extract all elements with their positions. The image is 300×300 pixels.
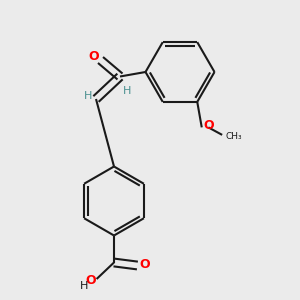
Text: H: H xyxy=(84,91,93,101)
Text: O: O xyxy=(88,50,99,64)
Text: H: H xyxy=(80,280,88,291)
Text: O: O xyxy=(203,119,214,132)
Text: O: O xyxy=(139,258,150,271)
Text: O: O xyxy=(85,274,96,287)
Text: H: H xyxy=(123,85,132,96)
Text: CH₃: CH₃ xyxy=(225,132,242,141)
